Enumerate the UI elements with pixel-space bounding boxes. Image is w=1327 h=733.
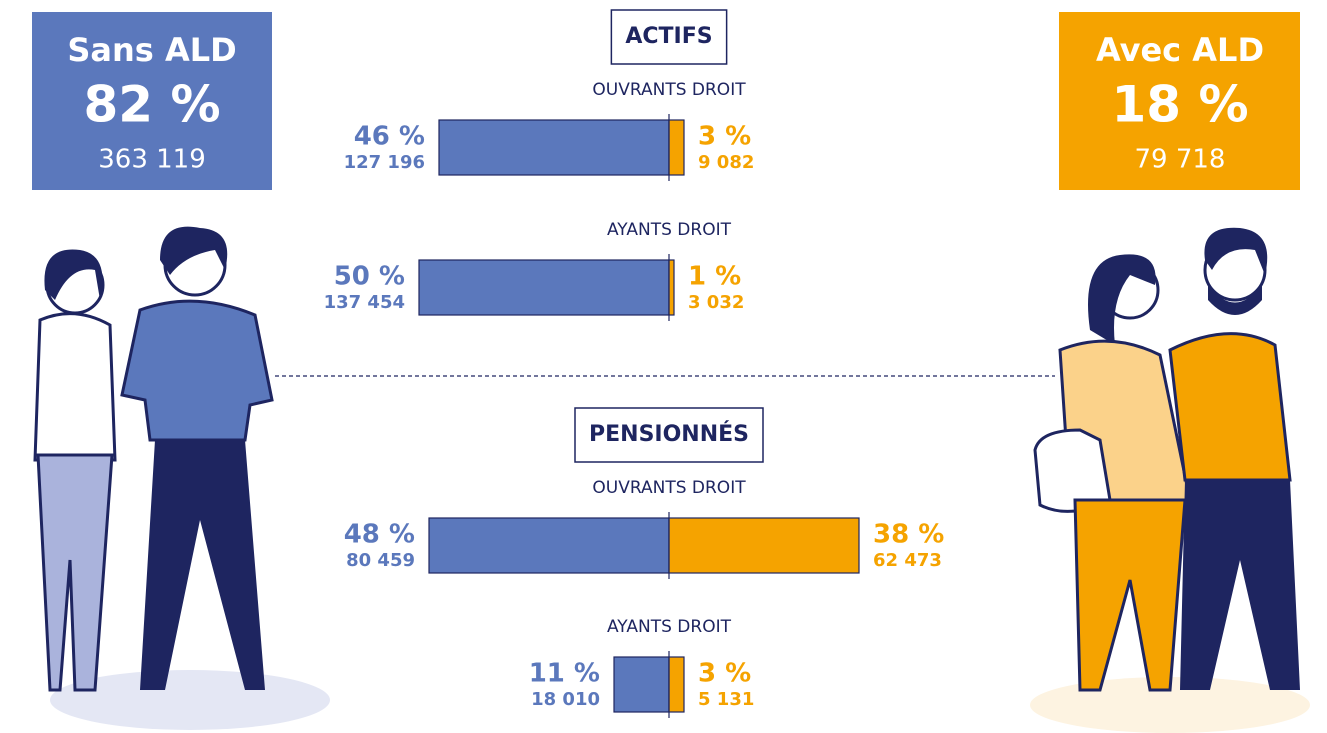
bar-right xyxy=(668,656,685,713)
right-count: 3 032 xyxy=(688,292,744,313)
group-title: PENSIONNÉS xyxy=(589,421,749,447)
right-count: 5 131 xyxy=(698,689,754,710)
bar-left xyxy=(438,119,670,176)
right-count: 79 718 xyxy=(1135,145,1226,175)
left-count: 80 459 xyxy=(346,550,415,571)
bar-left xyxy=(418,259,670,316)
row-label: OUVRANTS DROIT xyxy=(592,478,746,498)
left-people xyxy=(33,226,330,730)
right-percent: 38 % xyxy=(873,520,944,550)
row-label: AYANTS DROIT xyxy=(607,220,732,240)
right-percent: 18 % xyxy=(1111,76,1248,134)
right-count: 9 082 xyxy=(698,152,754,173)
left-percent: 48 % xyxy=(344,520,415,550)
right-title: Avec ALD xyxy=(1096,31,1264,69)
left-count: 137 454 xyxy=(324,292,405,313)
left-percent: 11 % xyxy=(529,659,600,689)
right-percent: 1 % xyxy=(688,262,741,292)
right-count: 62 473 xyxy=(873,550,942,571)
left-title: Sans ALD xyxy=(67,31,236,69)
right-people xyxy=(1030,227,1310,733)
left-box xyxy=(32,12,272,190)
left-percent: 46 % xyxy=(354,122,425,152)
row-label: OUVRANTS DROIT xyxy=(592,80,746,100)
row-label: AYANTS DROIT xyxy=(607,617,732,637)
left-count: 363 119 xyxy=(98,145,206,175)
left-percent: 82 % xyxy=(83,76,220,134)
group-title-box xyxy=(610,9,728,65)
right-percent: 3 % xyxy=(698,122,751,152)
bar-right xyxy=(668,119,685,176)
bar-right xyxy=(668,517,860,574)
bar-left xyxy=(613,656,670,713)
left-percent: 50 % xyxy=(334,262,405,292)
left-count: 127 196 xyxy=(344,152,425,173)
right-box xyxy=(1059,12,1300,190)
group-title: ACTIFS xyxy=(625,24,712,49)
right-percent: 3 % xyxy=(698,659,751,689)
group-title-box xyxy=(574,407,764,463)
left-count: 18 010 xyxy=(531,689,600,710)
bar-left xyxy=(428,517,670,574)
bar-right xyxy=(668,259,675,316)
